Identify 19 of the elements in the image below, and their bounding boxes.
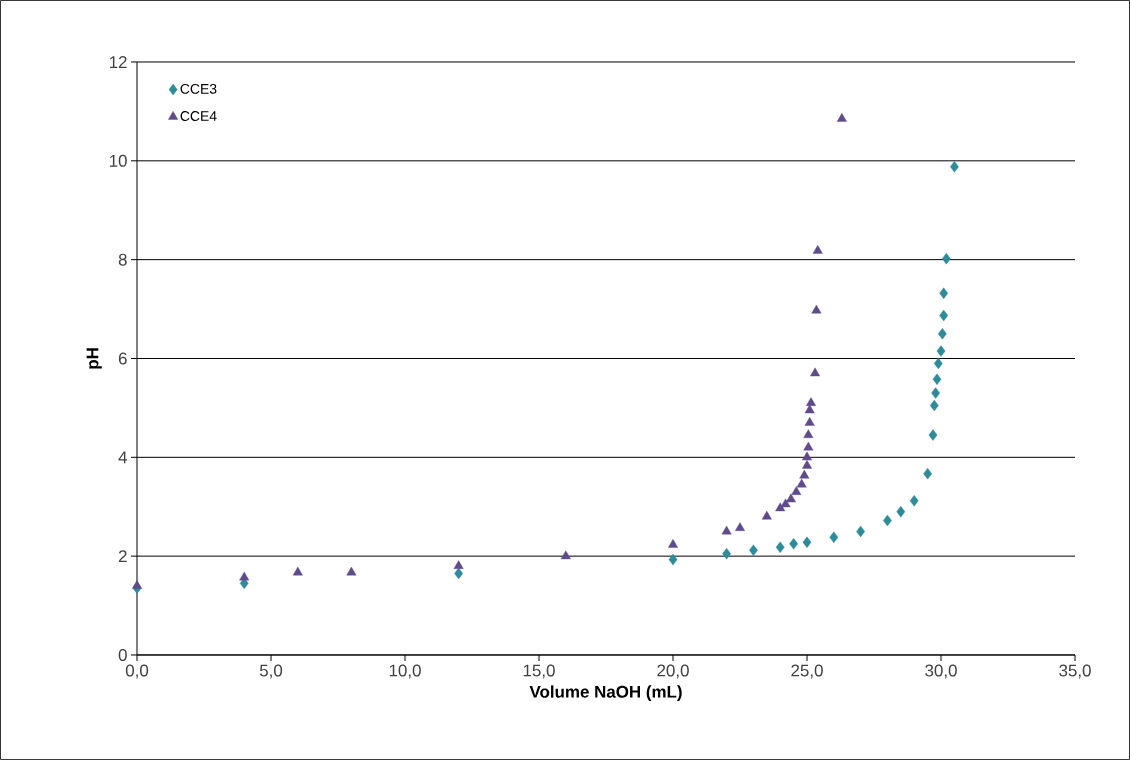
x-tick-label: 25,0 [791, 664, 823, 679]
x-tick-label: 15,0 [523, 664, 555, 679]
y-tick-label: 4 [118, 451, 127, 464]
x-tick-label: 30,0 [925, 664, 957, 679]
x-tick-label: 35,0 [1059, 664, 1091, 679]
legend-label: CCE4 [180, 111, 217, 122]
y-tick-label: 6 [118, 352, 127, 365]
x-tick-label: 10,0 [389, 664, 421, 679]
x-tick-label: 20,0 [657, 664, 689, 679]
y-tick-label: 10 [109, 154, 127, 167]
legend-label: CCE3 [180, 83, 217, 94]
y-tick-label: 2 [118, 550, 127, 563]
y-tick-label: 0 [118, 648, 127, 661]
y-tick-label: 8 [118, 253, 127, 266]
x-axis-title: Volume NaOH (mL) [529, 685, 682, 702]
x-tick-label: 0,0 [125, 664, 149, 679]
y-axis-title: pH [86, 348, 102, 369]
y-tick-label: 12 [109, 56, 127, 68]
x-tick-label: 5,0 [259, 664, 283, 679]
